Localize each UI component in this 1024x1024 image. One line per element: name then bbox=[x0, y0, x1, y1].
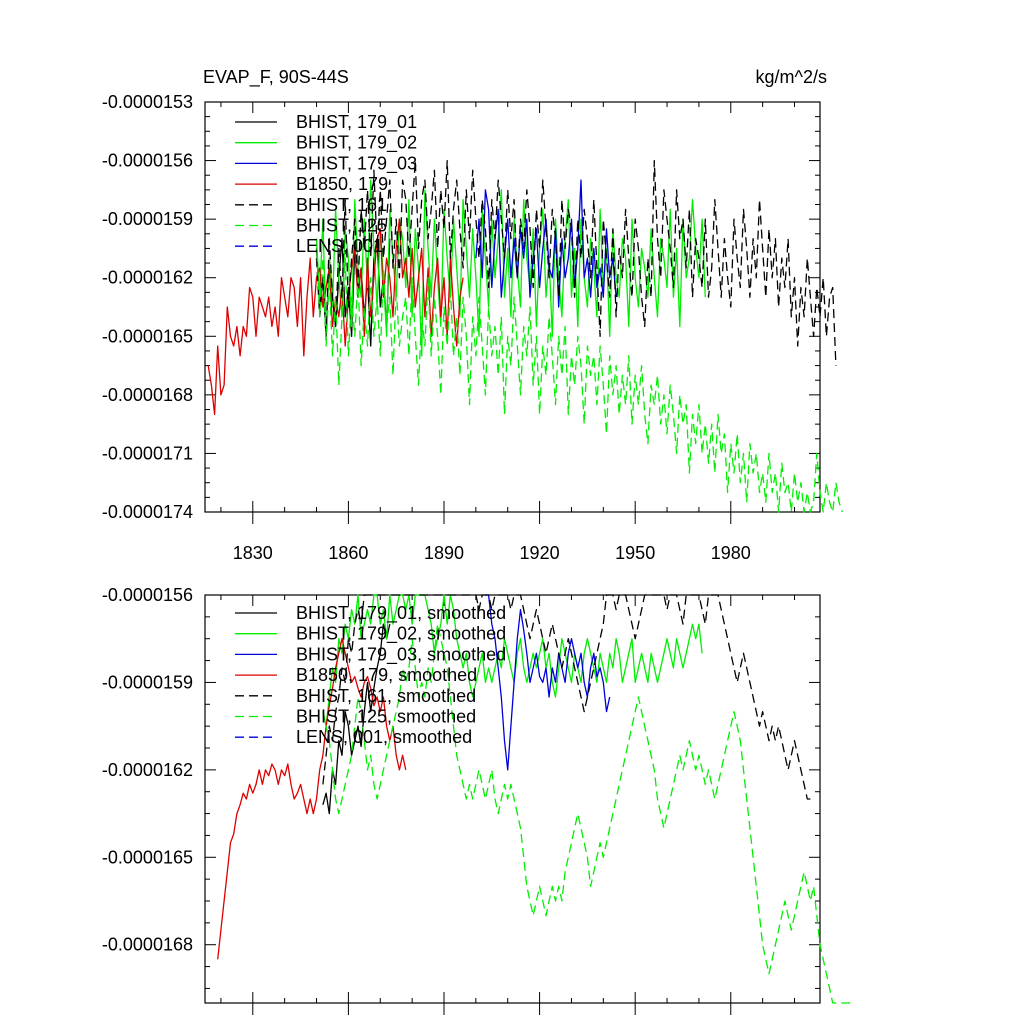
series-line bbox=[207, 218, 464, 416]
legend-label: B1850, 179 bbox=[296, 174, 388, 194]
y-tick-label: -0.0000156 bbox=[102, 151, 193, 171]
series-line bbox=[315, 238, 843, 513]
x-tick-label: 1980 bbox=[711, 543, 751, 563]
series-line bbox=[322, 594, 811, 800]
legend-label: LENS, 001, smoothed bbox=[296, 727, 472, 747]
legend-label: BHIST, 179_02, smoothed bbox=[296, 624, 506, 645]
legend-label: LENS, 001 bbox=[296, 236, 383, 256]
series-line bbox=[485, 594, 611, 771]
y-tick-label: -0.0000168 bbox=[102, 935, 193, 955]
legend-label: BHIST, 125 bbox=[296, 216, 387, 236]
y-tick-label: -0.0000153 bbox=[102, 92, 193, 112]
legend-label: BHIST, 179_03, smoothed bbox=[296, 644, 506, 665]
y-tick-label: -0.0000165 bbox=[102, 326, 193, 346]
y-tick-label: -0.0000159 bbox=[102, 209, 193, 229]
x-tick-label: 1950 bbox=[615, 543, 655, 563]
legend-label: BHIST, 161, smoothed bbox=[296, 686, 476, 706]
legend-label: B1850, 179, smoothed bbox=[296, 665, 477, 685]
top-chart-title: EVAP_F, 90S-44S bbox=[203, 67, 349, 88]
y-tick-label: -0.0000171 bbox=[102, 443, 193, 463]
plot-frame bbox=[204, 594, 821, 1004]
series-lines bbox=[217, 594, 852, 1004]
y-tick-label: -0.0000159 bbox=[102, 672, 193, 692]
series-line bbox=[322, 623, 391, 815]
x-tick-label: 1860 bbox=[328, 543, 368, 563]
legend-label: BHIST, 179_03 bbox=[296, 153, 417, 174]
series-line bbox=[315, 159, 837, 366]
y-tick-label: -0.0000156 bbox=[102, 585, 193, 605]
series-lines bbox=[207, 159, 843, 513]
series-line bbox=[322, 594, 703, 727]
legend-label: BHIST, 179_02 bbox=[296, 133, 417, 154]
x-tick-label: 1890 bbox=[424, 543, 464, 563]
series-line bbox=[217, 638, 407, 960]
legend-label: BHIST, 161 bbox=[296, 195, 387, 215]
legend-label: BHIST, 125, smoothed bbox=[296, 707, 476, 727]
legend-label: BHIST, 179_01, smoothed bbox=[296, 603, 506, 624]
y-tick-label: -0.0000162 bbox=[102, 760, 193, 780]
series-line bbox=[322, 623, 852, 1004]
legend-label: BHIST, 179_01 bbox=[296, 112, 417, 133]
y-tick-label: -0.0000168 bbox=[102, 385, 193, 405]
y-tick-label: -0.0000162 bbox=[102, 268, 193, 288]
top-chart-units: kg/m^2/s bbox=[756, 67, 827, 87]
y-tick-label: -0.0000165 bbox=[102, 847, 193, 867]
x-tick-label: 1920 bbox=[520, 543, 560, 563]
top-chart-panel: -0.0000153 -0.0000156 -0.0000159 -0.0000162… bbox=[102, 92, 843, 563]
y-tick-label: -0.0000174 bbox=[102, 502, 193, 522]
x-tick-label: 1830 bbox=[233, 543, 273, 563]
bottom-chart-panel: -0.0000156 -0.0000159 -0.0000162 -0.0000165… bbox=[102, 585, 852, 1015]
